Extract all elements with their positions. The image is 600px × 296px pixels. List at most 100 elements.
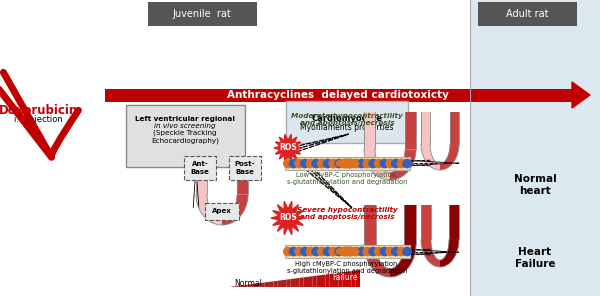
Circle shape	[307, 159, 315, 168]
Polygon shape	[450, 112, 459, 144]
Text: Failure: Failure	[332, 273, 358, 281]
Polygon shape	[421, 205, 459, 267]
Polygon shape	[243, 285, 247, 287]
Polygon shape	[356, 270, 360, 287]
Circle shape	[318, 247, 326, 256]
Polygon shape	[404, 205, 416, 244]
Polygon shape	[265, 282, 269, 287]
Text: Ant-
Base: Ant- Base	[191, 162, 209, 175]
FancyBboxPatch shape	[470, 0, 600, 296]
Polygon shape	[364, 112, 416, 180]
Circle shape	[369, 247, 377, 256]
Circle shape	[392, 159, 400, 168]
Polygon shape	[256, 283, 260, 287]
Circle shape	[335, 247, 343, 256]
Polygon shape	[364, 205, 416, 277]
Polygon shape	[251, 284, 256, 287]
Polygon shape	[295, 278, 299, 287]
Circle shape	[289, 159, 298, 168]
Circle shape	[323, 247, 332, 256]
Circle shape	[386, 159, 394, 168]
Polygon shape	[334, 273, 338, 287]
Polygon shape	[440, 239, 459, 267]
Circle shape	[392, 247, 400, 256]
Text: High cMyBP-C phosphorylation,
s-glutathionylation and degradation: High cMyBP-C phosphorylation, s-glutathi…	[287, 261, 407, 274]
FancyBboxPatch shape	[205, 203, 239, 220]
Text: Severe hypocontractility
and apoptosis/necrosis: Severe hypocontractility and apoptosis/n…	[296, 207, 397, 220]
Circle shape	[289, 247, 298, 256]
Polygon shape	[274, 134, 302, 162]
Text: Juvenile  rat: Juvenile rat	[173, 9, 232, 19]
Text: Doxorubicin: Doxorubicin	[0, 104, 77, 117]
Text: Moderate hypocontractility
and apoptosis/necrosis: Moderate hypocontractility and apoptosis…	[291, 113, 403, 126]
Ellipse shape	[336, 159, 359, 168]
Polygon shape	[329, 274, 334, 287]
Polygon shape	[269, 281, 274, 287]
Circle shape	[397, 247, 406, 256]
Text: Left ventricular regional: Left ventricular regional	[135, 116, 235, 122]
Text: ROS: ROS	[279, 144, 297, 152]
Polygon shape	[274, 281, 278, 287]
Circle shape	[363, 159, 371, 168]
Polygon shape	[390, 244, 416, 277]
Text: Heart
Failure: Heart Failure	[515, 247, 555, 269]
Text: in vivo screening: in vivo screening	[154, 123, 216, 129]
Circle shape	[284, 247, 292, 256]
FancyBboxPatch shape	[105, 89, 572, 102]
Circle shape	[363, 247, 371, 256]
Text: Adult rat: Adult rat	[506, 9, 548, 19]
Polygon shape	[347, 271, 352, 287]
Polygon shape	[222, 194, 248, 225]
Polygon shape	[237, 157, 248, 194]
FancyBboxPatch shape	[478, 2, 577, 26]
Circle shape	[295, 247, 304, 256]
Polygon shape	[282, 280, 286, 287]
Polygon shape	[440, 144, 459, 170]
Polygon shape	[196, 157, 248, 225]
Polygon shape	[405, 112, 416, 149]
Text: Low cMyBP-C phosphorylation,
s-glutathionylation and degradation: Low cMyBP-C phosphorylation, s-glutathio…	[287, 172, 407, 185]
FancyBboxPatch shape	[285, 157, 410, 170]
Circle shape	[301, 247, 309, 256]
Text: Myofilaments properties: Myofilaments properties	[300, 123, 394, 132]
Polygon shape	[449, 205, 459, 239]
Polygon shape	[278, 280, 282, 287]
Polygon shape	[239, 285, 243, 287]
Circle shape	[340, 159, 349, 168]
Polygon shape	[317, 275, 321, 287]
Circle shape	[318, 159, 326, 168]
Polygon shape	[304, 277, 308, 287]
Polygon shape	[352, 271, 356, 287]
Polygon shape	[286, 279, 290, 287]
Circle shape	[386, 247, 394, 256]
Polygon shape	[421, 112, 459, 170]
Circle shape	[346, 247, 355, 256]
Polygon shape	[299, 277, 304, 287]
Polygon shape	[390, 149, 416, 180]
Circle shape	[380, 159, 389, 168]
Text: i.v injection: i.v injection	[14, 115, 62, 125]
Circle shape	[312, 247, 320, 256]
Polygon shape	[308, 276, 313, 287]
Text: Normal: Normal	[234, 279, 262, 289]
Circle shape	[329, 247, 337, 256]
Circle shape	[358, 247, 366, 256]
Text: Echocardiography): Echocardiography)	[151, 137, 219, 144]
Polygon shape	[343, 272, 347, 287]
Circle shape	[358, 159, 366, 168]
Text: Normal
heart: Normal heart	[514, 174, 556, 196]
Polygon shape	[290, 279, 295, 287]
FancyBboxPatch shape	[229, 156, 261, 180]
Text: Anthracyclines  delayed cardiotoxicty: Anthracyclines delayed cardiotoxicty	[227, 91, 448, 101]
Polygon shape	[313, 276, 317, 287]
Circle shape	[403, 247, 412, 256]
Circle shape	[397, 159, 406, 168]
Circle shape	[352, 247, 360, 256]
Circle shape	[374, 159, 383, 168]
Polygon shape	[321, 274, 325, 287]
FancyBboxPatch shape	[285, 245, 410, 258]
Circle shape	[403, 159, 412, 168]
Text: (Speckle Tracking: (Speckle Tracking	[153, 130, 217, 136]
Polygon shape	[572, 82, 590, 108]
Polygon shape	[338, 272, 343, 287]
